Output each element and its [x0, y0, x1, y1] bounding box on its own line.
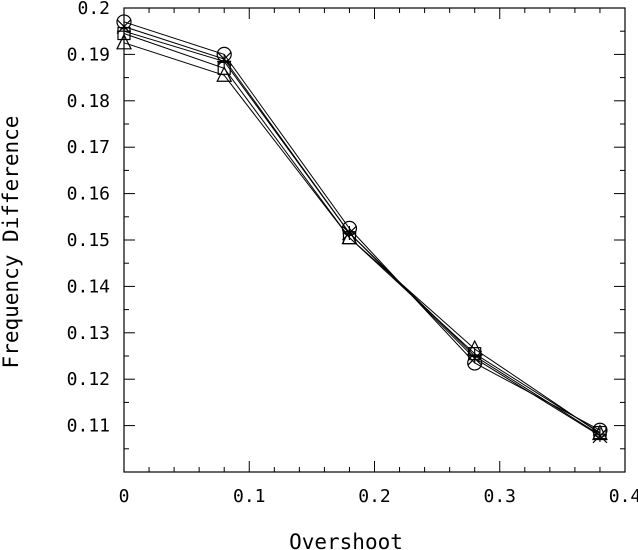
plot-frame [123, 7, 626, 473]
y-tick-label: 0.15 [67, 230, 110, 251]
data-point-triangle [466, 339, 483, 356]
y-tick-label: 0.17 [67, 137, 110, 158]
series-line [123, 30, 601, 436]
data-point-triangle [116, 33, 132, 50]
series-circle [116, 14, 608, 438]
series-line [123, 42, 601, 434]
x-tick-label: 0.3 [483, 486, 516, 507]
series-cross [116, 19, 608, 444]
x-tick-label: 0.2 [358, 486, 391, 507]
y-tick-label: 0.11 [67, 416, 110, 437]
y-tick-label: 0.18 [67, 91, 110, 112]
y-tick-label: 0.16 [67, 184, 110, 205]
series-line [123, 26, 601, 437]
series-triangle [116, 33, 608, 441]
series-square [117, 26, 607, 440]
data-point-triangle [216, 65, 233, 82]
data-point-triangle [341, 228, 358, 245]
x-axis: 0 0.1 0.2 0.3 0.4 [119, 8, 638, 507]
y-axis: 0.11 0.12 0.13 0.14 0.15 0.16 0.17 0.18 0.19 0.2 [67, 0, 625, 450]
y-tick-label: 0.2 [77, 0, 110, 19]
data-point-triangle [591, 424, 608, 441]
series-plus [117, 24, 607, 442]
series-group [116, 14, 608, 444]
data-point-plus [467, 349, 482, 363]
y-tick-label: 0.14 [67, 276, 110, 297]
y-tick-label: 0.19 [67, 44, 110, 65]
y-tick-label: 0.13 [67, 323, 110, 344]
y-tick-label: 0.12 [67, 369, 110, 390]
x-tick-label: 0.4 [609, 486, 638, 507]
x-tick-label: 0.1 [233, 486, 266, 507]
series-line [123, 21, 601, 431]
x-axis-title: Overshoot [289, 530, 403, 550]
y-axis-title: Frequency Difference [0, 116, 23, 369]
series-line [123, 33, 601, 434]
x-tick-label: 0 [119, 486, 130, 507]
